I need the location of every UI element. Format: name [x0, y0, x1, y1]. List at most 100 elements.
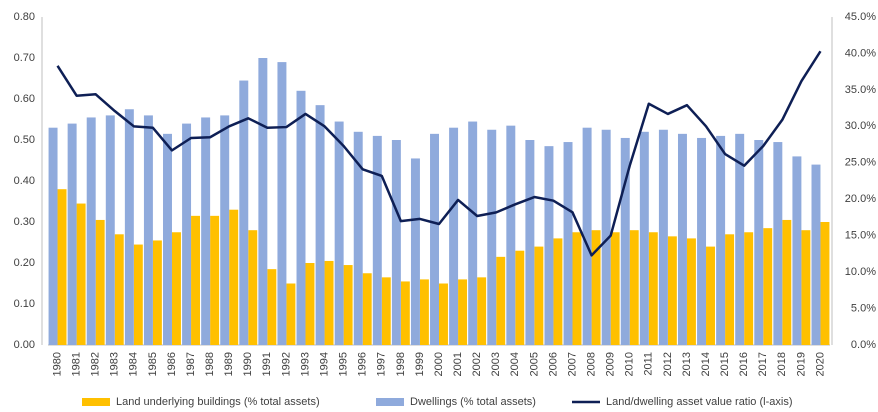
bar — [182, 123, 192, 345]
y-tick-label: 0.00 — [14, 339, 35, 351]
bar — [563, 142, 573, 345]
x-tick-label: 1987 — [185, 352, 197, 376]
bar — [591, 230, 601, 345]
y2-tick-label: 45.0% — [845, 11, 876, 23]
x-tick-label: 1991 — [261, 352, 273, 376]
y2-tick-label: 25.0% — [845, 157, 876, 169]
bar — [610, 232, 620, 345]
x-tick-label: 2018 — [776, 352, 788, 376]
y-tick-label: 0.70 — [14, 52, 35, 64]
bar — [210, 215, 220, 345]
bar — [248, 230, 258, 345]
bar — [86, 117, 96, 345]
bar — [468, 121, 478, 345]
bar — [133, 244, 143, 345]
bar — [343, 265, 353, 345]
bar — [667, 236, 677, 345]
bar — [763, 228, 773, 345]
bar — [439, 283, 448, 345]
bar — [677, 133, 687, 345]
x-tick-label: 2009 — [605, 352, 617, 376]
legend-swatch — [376, 398, 404, 406]
x-tick-label: 2019 — [795, 352, 807, 376]
bar — [496, 256, 506, 345]
bar — [525, 140, 535, 345]
bar — [697, 137, 707, 345]
bar — [629, 230, 639, 345]
y2-tick-label: 5.0% — [851, 302, 876, 314]
y-tick-label: 0.80 — [14, 11, 35, 23]
bar — [67, 123, 77, 345]
x-tick-label: 2008 — [585, 352, 597, 376]
y-tick-label: 0.10 — [14, 298, 35, 310]
x-tick-label: 2010 — [624, 352, 636, 376]
x-tick-label: 1988 — [204, 352, 216, 376]
x-tick-label: 2013 — [681, 352, 693, 376]
bar — [296, 90, 306, 345]
legend-label: Dwellings (% total assets) — [410, 396, 536, 408]
x-tick-label: 1994 — [318, 352, 330, 376]
bar — [601, 129, 611, 345]
bar — [95, 219, 105, 345]
bar — [458, 279, 468, 345]
bar — [782, 219, 792, 345]
bar — [648, 232, 658, 345]
bar — [506, 125, 516, 346]
legend-swatch — [82, 398, 110, 406]
bar — [315, 105, 325, 346]
x-tick-label: 2015 — [719, 352, 731, 376]
bar — [430, 133, 439, 345]
bar — [76, 203, 86, 345]
y-tick-label: 0.60 — [14, 93, 35, 105]
y2-tick-label: 15.0% — [845, 230, 876, 242]
legend-label: Land underlying buildings (% total asset… — [116, 396, 320, 408]
bar — [725, 234, 735, 345]
bar — [201, 117, 211, 345]
bar — [572, 232, 582, 345]
x-tick-label: 1989 — [223, 352, 235, 376]
y-tick-label: 0.40 — [14, 175, 35, 187]
bar — [277, 62, 287, 345]
bar — [487, 129, 497, 345]
bar — [48, 127, 58, 345]
x-tick-label: 1986 — [166, 352, 178, 376]
bar — [620, 137, 630, 345]
bar — [258, 58, 268, 345]
x-tick-label: 2007 — [566, 352, 578, 376]
bar — [353, 131, 363, 345]
bar — [163, 133, 172, 345]
x-tick-label: 1984 — [128, 352, 140, 376]
x-tick-label: 1983 — [109, 352, 121, 376]
bar — [400, 281, 410, 345]
x-tick-label: 1993 — [299, 352, 311, 376]
bar — [801, 230, 811, 345]
bar — [754, 140, 764, 345]
x-tick-label: 1980 — [51, 352, 63, 376]
x-tick-label: 1990 — [242, 352, 254, 376]
x-tick-label: 2017 — [757, 352, 769, 376]
line — [56, 50, 822, 257]
x-tick-label: 1998 — [395, 352, 407, 376]
y2-tick-label: 20.0% — [845, 193, 876, 205]
bar — [410, 158, 420, 345]
bar — [773, 142, 783, 345]
x-tick-label: 2011 — [643, 352, 655, 376]
x-tick-label: 2020 — [814, 352, 826, 376]
y2-tick-label: 40.0% — [845, 47, 876, 59]
bar — [220, 115, 230, 346]
bar — [305, 263, 315, 345]
bar — [57, 189, 67, 345]
x-tick-label: 1992 — [280, 352, 292, 376]
bar — [582, 127, 592, 345]
x-tick-label: 2000 — [433, 352, 445, 376]
y-tick-label: 0.30 — [14, 216, 35, 228]
bar — [152, 240, 162, 345]
bar — [477, 277, 487, 345]
x-tick-label: 2004 — [509, 352, 521, 376]
bar — [334, 121, 344, 345]
bar — [124, 109, 134, 345]
bar — [744, 232, 754, 345]
bar — [449, 127, 459, 345]
x-tick-label: 2005 — [528, 352, 540, 376]
